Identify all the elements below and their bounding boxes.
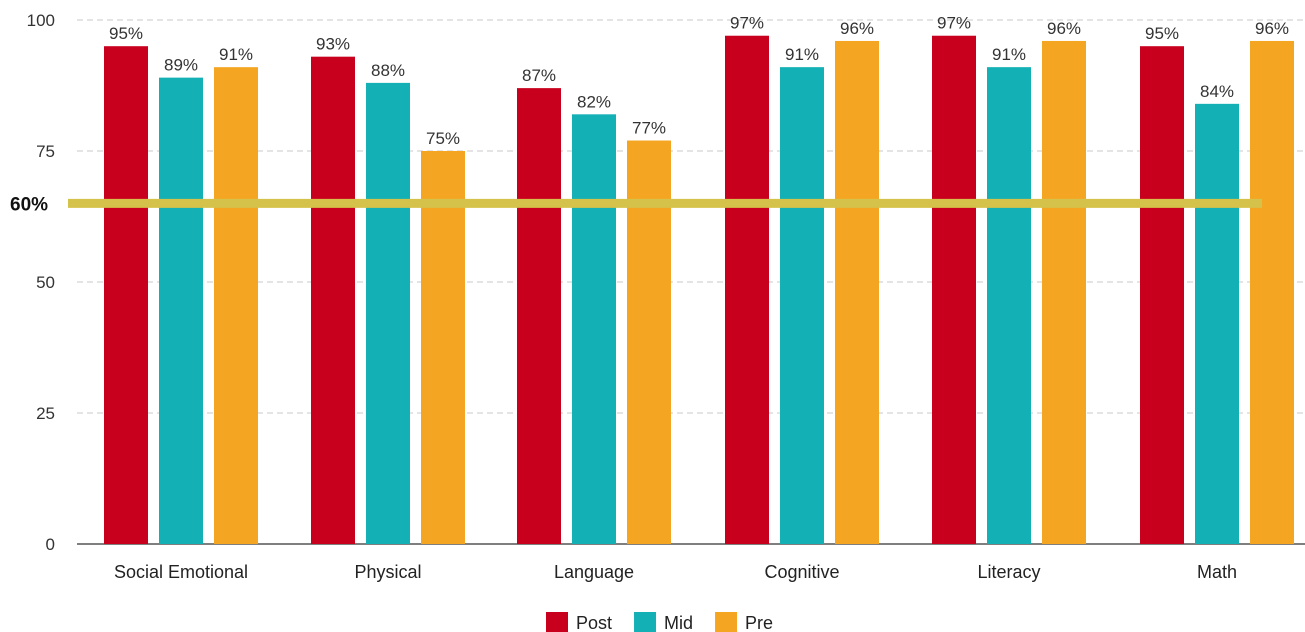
- data-label: 95%: [1145, 24, 1179, 43]
- bar: [932, 35, 976, 544]
- y-tick-label: 50: [36, 273, 55, 292]
- data-label: 89%: [164, 56, 198, 75]
- data-label: 93%: [316, 35, 350, 54]
- bar: [1250, 40, 1294, 545]
- x-tick-label: Cognitive: [764, 562, 839, 582]
- data-label: 82%: [577, 92, 611, 111]
- bar: [421, 151, 465, 544]
- legend-swatch: [634, 612, 657, 632]
- data-label: 91%: [219, 45, 253, 64]
- legend-label: Post: [576, 613, 612, 632]
- bar: [159, 77, 203, 544]
- bar: [1042, 40, 1086, 545]
- data-label: 96%: [1047, 19, 1081, 38]
- bar: [725, 35, 769, 544]
- x-tick-label: Language: [554, 562, 634, 582]
- bar: [517, 88, 561, 545]
- x-tick-label: Social Emotional: [114, 562, 248, 582]
- x-tick-label: Math: [1197, 562, 1237, 582]
- x-tick-label: Literacy: [977, 562, 1040, 582]
- y-tick-label: 0: [46, 535, 55, 554]
- legend-label: Pre: [745, 613, 773, 632]
- bar: [987, 67, 1031, 544]
- y-tick-label: 100: [27, 11, 55, 30]
- bar: [780, 67, 824, 544]
- legend-label: Mid: [664, 613, 693, 632]
- threshold-label: 60%: [10, 194, 48, 215]
- bar: [214, 67, 258, 544]
- bar: [835, 40, 879, 545]
- bar: [572, 114, 616, 544]
- legend-swatch: [715, 612, 738, 632]
- legend-swatch: [546, 612, 568, 632]
- data-label: 77%: [632, 119, 666, 138]
- data-label: 91%: [785, 45, 819, 64]
- data-label: 91%: [992, 45, 1026, 64]
- data-label: 88%: [371, 61, 405, 80]
- bar: [104, 46, 148, 544]
- bar: [1195, 103, 1239, 544]
- data-label: 84%: [1200, 82, 1234, 101]
- data-label: 97%: [730, 14, 764, 33]
- x-tick-label: Physical: [354, 562, 421, 582]
- data-label: 75%: [426, 129, 460, 148]
- y-tick-label: 25: [36, 404, 55, 423]
- data-label: 97%: [937, 14, 971, 33]
- bar: [1140, 46, 1184, 544]
- data-label: 95%: [109, 24, 143, 43]
- y-tick-label: 75: [36, 142, 55, 161]
- bar: [311, 56, 355, 545]
- bar: [366, 82, 410, 544]
- data-label: 87%: [522, 66, 556, 85]
- data-label: 96%: [840, 19, 874, 38]
- data-label: 96%: [1255, 19, 1289, 38]
